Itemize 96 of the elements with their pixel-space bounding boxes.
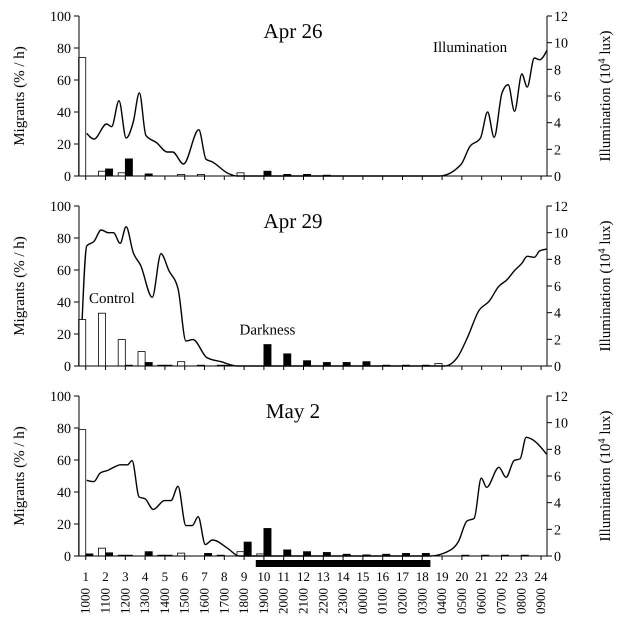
series-label: Control	[88, 291, 135, 308]
x-tick-label: 16	[376, 569, 390, 584]
x-tick-label: 20	[455, 569, 468, 584]
y-tick-label: 100	[50, 10, 71, 25]
x-tick-label: 11	[277, 569, 290, 584]
text: 0900	[533, 588, 548, 614]
text: 1000	[78, 588, 93, 614]
y-tick-label: 0	[64, 360, 71, 375]
y2-tick-label: 2	[554, 333, 561, 348]
y-axis-title: Migrants (% / h)	[12, 236, 28, 336]
series-label: Illumination	[433, 40, 508, 56]
text: 1600	[196, 588, 212, 614]
y2-tick-label: 8	[554, 63, 561, 78]
x-tick-label: 1	[82, 569, 89, 584]
x-tick-label: 13	[316, 569, 330, 584]
x-tick-label: 5	[162, 569, 168, 584]
text: 0300	[414, 588, 430, 614]
x-tick-label: 3	[122, 569, 129, 584]
y-tick-label: 40	[57, 296, 71, 311]
y-tick-label: 60	[57, 74, 71, 89]
y2-tick-label: 2	[554, 523, 561, 538]
y2-tick-label: 6	[554, 470, 561, 485]
x-tick-label: 8	[221, 569, 228, 584]
y2-tick-label: 12	[554, 10, 568, 25]
y-axis-title: Migrants (% / h)	[12, 46, 28, 146]
y-tick-label: 0	[64, 170, 71, 185]
y2-tick-label: 8	[554, 443, 561, 458]
y2-tick-label: 0	[554, 550, 561, 565]
x-tick-label: 12	[296, 569, 310, 584]
y2-tick-label: 4	[554, 496, 561, 512]
y-tick-label: 60	[57, 264, 71, 279]
text: 0800	[513, 588, 528, 614]
y2-tick-label: 12	[554, 200, 568, 215]
text: 1800	[236, 588, 252, 614]
x-tick-label: 9	[240, 569, 248, 584]
text: 1100	[98, 588, 113, 614]
text: 0500	[454, 588, 469, 614]
y-tick-label: 80	[57, 42, 71, 57]
text: 0400	[434, 588, 450, 614]
y-tick-label: 20	[57, 328, 71, 343]
x-tick-label: 15	[356, 569, 370, 584]
x-tick-label: 17	[396, 569, 410, 584]
x-tick-label: 24	[534, 569, 548, 584]
chart-title: Apr 29	[264, 209, 322, 233]
text: 0600	[474, 588, 489, 614]
y-tick-label: 20	[57, 138, 71, 153]
text: 1500	[176, 588, 192, 614]
text: 1400	[156, 588, 172, 614]
text: 2300	[335, 588, 350, 614]
y2-tick-label: 6	[554, 90, 561, 105]
x-tick-label: 23	[514, 569, 528, 584]
y2-tick-label: 10	[554, 416, 568, 432]
y-tick-label: 100	[50, 390, 71, 405]
text: 1200	[117, 588, 132, 614]
x-tick-label: 19	[436, 569, 449, 584]
y-tick-label: 60	[57, 454, 71, 469]
text: 1300	[137, 588, 152, 614]
x-tick-label: 4	[142, 569, 149, 584]
text: 2000	[276, 588, 291, 614]
text: 0100	[374, 588, 390, 614]
y2-tick-label: 12	[554, 390, 568, 405]
y-axis-title: Migrants (% / h)	[12, 426, 28, 526]
y2-tick-label: 0	[554, 360, 561, 375]
y2-tick-label: 10	[554, 36, 568, 52]
x-tick-label: 7	[201, 569, 208, 584]
x-tick-label: 22	[494, 569, 508, 584]
x-tick-label: 18	[416, 569, 429, 584]
y2-tick-label: 8	[554, 253, 561, 268]
text: 1700	[216, 588, 232, 614]
text: 2200	[315, 588, 330, 614]
text: 0700	[493, 588, 508, 614]
y-tick-label: 40	[57, 486, 71, 501]
y-tick-label: 40	[57, 106, 71, 121]
chart-title: May 2	[266, 399, 320, 423]
y-tick-label: 20	[57, 518, 71, 533]
chart-title: Apr 26	[264, 19, 322, 43]
x-tick-label: 10	[257, 569, 270, 584]
text: 0000	[354, 588, 370, 614]
y-tick-label: 80	[57, 232, 71, 247]
y2-tick-label: 10	[554, 226, 568, 242]
x-tick-label: 21	[475, 569, 488, 584]
x-tick-label: 2	[102, 569, 109, 584]
y-tick-label: 100	[50, 200, 71, 215]
text: 0200	[394, 588, 410, 614]
y-tick-label: 80	[57, 422, 71, 437]
y-tick-label: 0	[64, 550, 71, 565]
y2-tick-label: 2	[554, 143, 561, 158]
y2-tick-label: 4	[554, 306, 561, 322]
y2-tick-label: 4	[554, 116, 561, 132]
x-tick-label: 6	[181, 569, 188, 584]
y2-tick-label: 6	[554, 280, 561, 295]
x-tick-label: 14	[336, 569, 350, 584]
text: 1900	[256, 588, 271, 614]
y2-tick-label: 0	[554, 170, 561, 185]
series-label: Darkness	[240, 322, 296, 339]
text: 2100	[295, 588, 310, 614]
